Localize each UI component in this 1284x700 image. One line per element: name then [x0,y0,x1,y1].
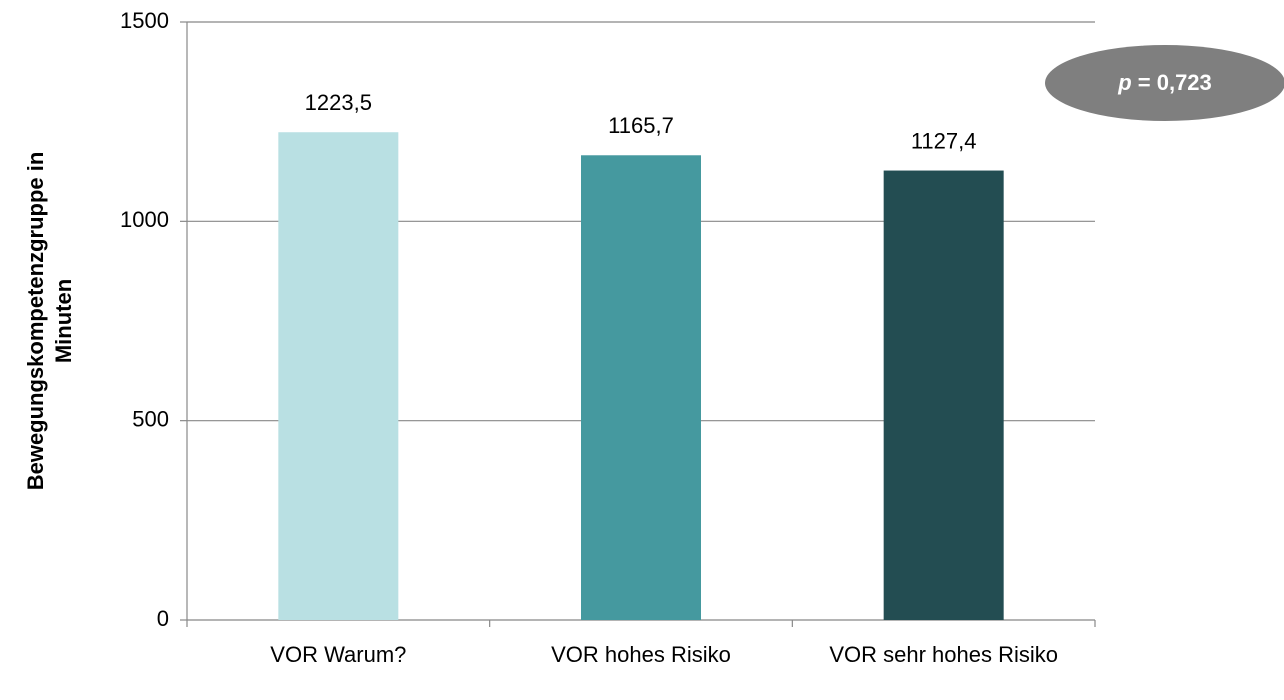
y-tick-label: 500 [132,406,169,431]
y-axis-label: Bewegungskompetenzgruppe in [23,152,48,491]
data-label: 1223,5 [305,90,372,115]
x-tick-label: VOR sehr hohes Risiko [829,642,1058,667]
bar [581,155,701,620]
bar [278,132,399,621]
x-tick-label: VOR Warum? [270,642,406,667]
bar [883,170,1004,620]
y-axis-label: Minuten [51,279,76,363]
x-tick-label: VOR hohes Risiko [551,642,731,667]
data-label: 1165,7 [608,113,674,138]
annotation-badge [1045,45,1284,121]
data-label: 1127,4 [911,128,977,153]
y-tick-label: 0 [157,606,169,631]
y-tick-label: 1000 [120,207,169,232]
annotation: p = 0,723 [1117,70,1212,95]
y-tick-label: 1500 [120,8,169,33]
